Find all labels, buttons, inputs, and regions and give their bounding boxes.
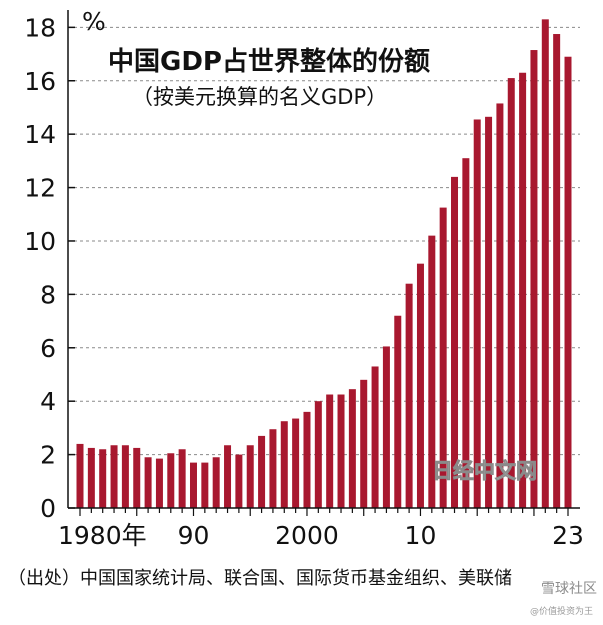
bar-2015: [473, 119, 481, 508]
x-tick-label-2023: 23: [552, 521, 584, 550]
bar-2019: [519, 72, 527, 509]
y-tick-label-16: 16: [24, 67, 56, 96]
bar-1986: [144, 457, 152, 508]
bar-2010: [416, 263, 424, 508]
y-unit-label: %: [82, 7, 106, 36]
bar-1983: [110, 445, 118, 508]
y-tick-labels: 0 2 4 6 8 10 12 14 16 18: [24, 13, 56, 523]
bar-2020: [530, 50, 538, 509]
bar-1994: [235, 454, 243, 508]
bar-2001: [314, 401, 322, 508]
bar-2004: [348, 389, 356, 508]
bar-2003: [337, 394, 345, 508]
x-tick-labels: 1980年 90 2000 10 23: [58, 521, 584, 550]
x-tick-label-2010: 10: [405, 521, 437, 550]
bar-2011: [428, 235, 436, 508]
bar-1980: [76, 443, 84, 508]
y-tick-label-4: 4: [40, 387, 56, 416]
bar-2002: [326, 394, 334, 508]
bar-1987: [155, 458, 163, 508]
x-tick-label-1990: 90: [178, 521, 210, 550]
source-note: （出处）中国国家统计局、联合国、国际货币基金组织、美联储: [8, 566, 598, 592]
bar-1990: [189, 462, 197, 508]
y-tick-label-6: 6: [40, 334, 56, 363]
bar-1999: [292, 418, 300, 508]
y-tick-label-14: 14: [24, 120, 56, 149]
bar-1991: [201, 462, 209, 508]
chart-title: 中国GDP占世界整体的份额: [108, 46, 430, 77]
bar-2014: [462, 158, 470, 509]
bar-1981: [87, 447, 95, 508]
y-tick-label-10: 10: [24, 227, 56, 256]
bar-1998: [280, 421, 288, 508]
bar-1997: [269, 429, 277, 508]
bar-2012: [439, 207, 447, 508]
bar-1996: [258, 435, 266, 508]
y-tick-label-8: 8: [40, 280, 56, 309]
y-tick-label-12: 12: [24, 174, 56, 203]
bar-1992: [212, 457, 220, 508]
watermark-text: 日经中文网: [432, 459, 537, 483]
gridlines: [68, 26, 580, 456]
bar-2023: [564, 56, 572, 508]
chart-svg: 0 2 4 6 8 10 12 14 16 18 1980年 90 2000 10 23 % 中国GDP占…: [24, 7, 584, 550]
corner-watermark: 雪球社区: [541, 581, 597, 597]
bar-1982: [99, 449, 107, 508]
bar-2005: [360, 379, 368, 508]
chart-subtitle: （按美元换算的名义GDP）: [132, 85, 387, 109]
bar-2018: [507, 78, 515, 508]
y-tick-label-0: 0: [40, 494, 56, 523]
bar-2000: [303, 411, 311, 508]
bar-2008: [394, 315, 402, 508]
bars-group: [76, 19, 572, 509]
footer-watermark: @价值投资为王: [529, 607, 593, 617]
bar-2006: [371, 366, 379, 508]
x-tick-label-2000: 2000: [275, 521, 339, 550]
bar-2021: [541, 19, 549, 508]
x-tick-label-1980: 1980年: [58, 521, 147, 550]
bar-1984: [121, 445, 129, 508]
y-tick-label-18: 18: [24, 13, 56, 42]
bar-2022: [553, 34, 561, 508]
bar-2013: [451, 176, 459, 509]
bar-1985: [133, 447, 141, 508]
bar-2016: [485, 116, 493, 508]
bar-1988: [167, 453, 175, 508]
bar-1993: [224, 445, 232, 508]
y-tick-label-2: 2: [40, 441, 56, 470]
bar-1989: [178, 449, 186, 508]
bar-1995: [246, 445, 254, 508]
axes-group: [67, 10, 580, 516]
bar-2017: [496, 103, 504, 509]
bar-2007: [382, 346, 390, 508]
source-text: （出处）中国国家统计局、联合国、国际货币基金组织、美联储: [8, 568, 512, 589]
bar-2009: [405, 283, 413, 508]
